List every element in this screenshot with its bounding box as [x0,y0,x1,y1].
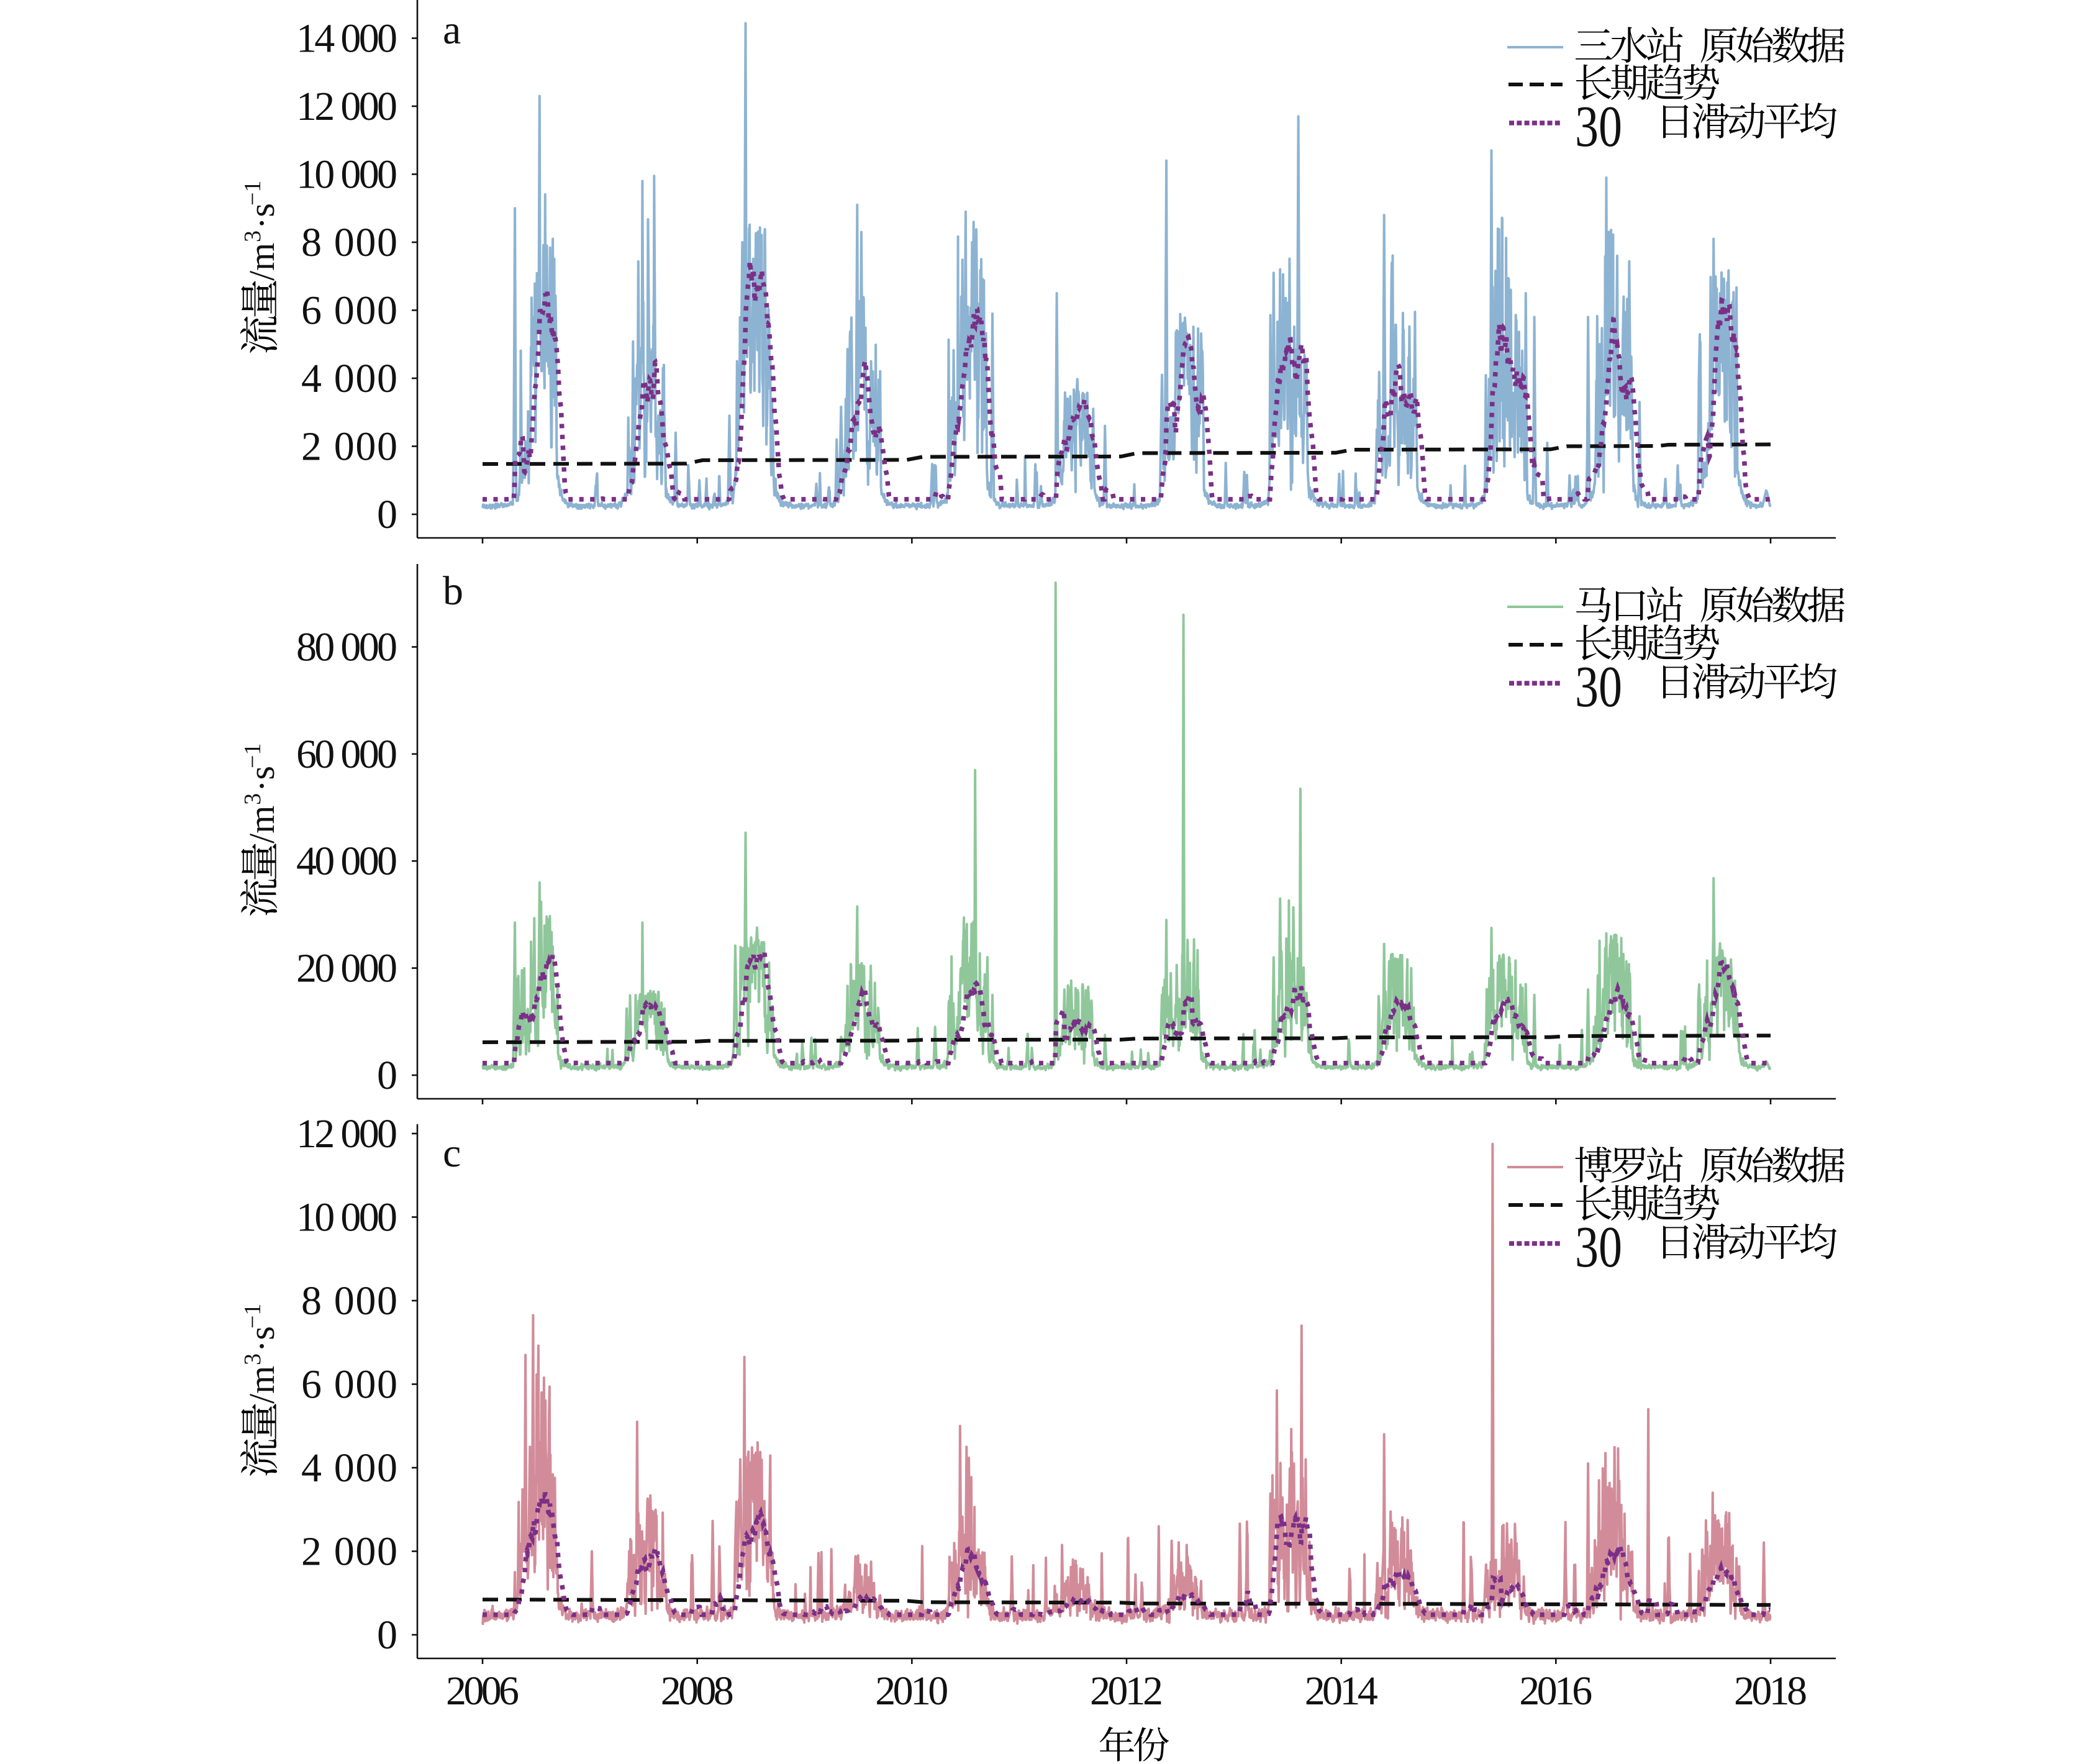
svg-text:2010: 2010 [875,1668,948,1714]
svg-text:0: 0 [377,492,397,537]
svg-text:·s: ·s [242,766,282,792]
svg-text:30: 30 [1575,1215,1622,1280]
svg-text:6 000: 6 000 [301,288,397,334]
svg-text:12 000: 12 000 [296,84,397,129]
svg-text:10 000: 10 000 [296,1195,397,1240]
svg-text:12 000: 12 000 [296,1111,397,1157]
svg-text:3: 3 [240,793,266,805]
svg-text:2 000: 2 000 [301,1529,397,1575]
svg-text:10 000: 10 000 [296,152,397,198]
svg-text:/m: /m [242,806,282,843]
svg-text:60 000: 60 000 [296,732,397,777]
svg-text:2014: 2014 [1305,1668,1378,1714]
svg-text:80 000: 80 000 [296,625,397,670]
svg-text:b: b [443,568,463,614]
svg-text:8 000: 8 000 [301,1278,397,1324]
svg-text:2016: 2016 [1519,1668,1592,1714]
svg-text:a: a [443,7,461,53]
svg-text:30: 30 [1575,655,1622,719]
svg-text:2 000: 2 000 [301,424,397,470]
svg-text:0: 0 [377,1612,397,1658]
svg-text:40 000: 40 000 [296,839,397,884]
svg-text:30: 30 [1575,94,1622,159]
svg-text:3: 3 [240,1353,266,1365]
svg-text:−1: −1 [240,743,266,768]
svg-text:·s: ·s [242,1326,282,1352]
svg-text:4 000: 4 000 [301,356,397,401]
svg-text:/m: /m [242,243,282,281]
svg-text:·s: ·s [242,203,282,229]
svg-text:/m: /m [242,1366,282,1404]
svg-text:4 000: 4 000 [301,1445,397,1491]
svg-text:20 000: 20 000 [296,946,397,991]
svg-text:0: 0 [377,1053,397,1098]
svg-text:2012: 2012 [1090,1668,1163,1714]
svg-text:14 000: 14 000 [296,16,397,61]
svg-text:3: 3 [240,230,266,242]
svg-text:2018: 2018 [1734,1668,1807,1714]
svg-text:−1: −1 [240,181,266,206]
svg-text:6 000: 6 000 [301,1362,397,1407]
svg-text:8 000: 8 000 [301,220,397,265]
svg-text:−1: −1 [240,1304,266,1329]
svg-text:2006: 2006 [446,1668,519,1714]
svg-text:c: c [443,1130,461,1176]
svg-text:2008: 2008 [661,1668,734,1714]
